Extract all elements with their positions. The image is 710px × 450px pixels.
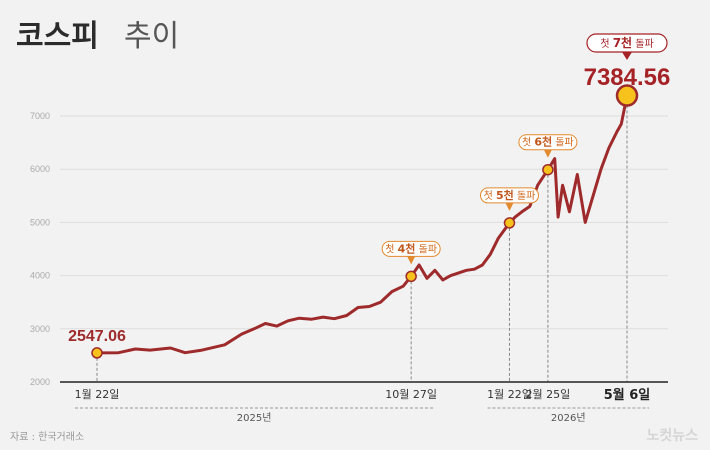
annotation-label: 첫 6천 돌파 [522, 135, 574, 149]
annotation-num: 4천 [398, 241, 416, 255]
annotation-label: 첫 5천 돌파 [484, 188, 536, 202]
annotation-label: 첫 4천 돌파 [385, 241, 437, 255]
final-annotation-pointer [622, 52, 632, 60]
start-marker [91, 347, 103, 359]
annotation-num: 5천 [496, 188, 514, 202]
final-annotation-pre: 첫 [600, 38, 612, 50]
annotation-post: 돌파 [415, 243, 437, 255]
y-tick-label: 6000 [30, 164, 50, 174]
final-annotation-post: 돌파 [632, 38, 654, 50]
annotation-pre: 첫 [522, 137, 534, 149]
annotation-guide-lines [96, 95, 628, 382]
x-tick-label: 2월 25일 [526, 387, 571, 401]
chart-title: 코스피 추이 [16, 19, 179, 54]
series-line [95, 94, 629, 355]
final-annotation: 첫 7천 돌파 [586, 33, 668, 60]
annotation-pre: 첫 [385, 243, 397, 255]
x-tick-label: 1월 22일 [487, 387, 532, 401]
year-label: 2026년 [551, 412, 586, 424]
y-tick-label: 5000 [30, 217, 50, 227]
annotations: 첫 4천 돌파첫 5천 돌파첫 6천 돌파 [381, 134, 578, 265]
x-tick-label: 5월 6일 [604, 387, 651, 403]
y-tick-label: 2000 [30, 377, 50, 387]
source-text: 자료 : 한국거래소 [10, 431, 84, 443]
x-tick-label: 10월 27일 [385, 387, 437, 401]
milestone-marker [503, 217, 516, 229]
final-value-label: 7384.56 [584, 64, 671, 91]
brand-logo: 노컷뉴스 [646, 427, 698, 444]
y-tick-label: 7000 [30, 111, 50, 121]
y-axis-tick-labels: 2000 3000 4000 5000 6000 7000 [30, 111, 50, 387]
milestone-marker [405, 270, 417, 283]
final-marker [615, 84, 639, 107]
chart-title-main: 코스피 [16, 19, 99, 54]
final-annotation-num: 7천 [613, 35, 632, 50]
annotation-pointer [505, 202, 514, 211]
chart-title-sub: 추이 [124, 19, 179, 54]
final-annotation-label: 첫 7천 돌파 [600, 35, 653, 50]
x-tick-label: 1월 22일 [75, 387, 120, 401]
gridlines [60, 115, 668, 330]
milestone-marker [542, 163, 554, 176]
year-label: 2025년 [237, 412, 272, 424]
annotation-pre: 첫 [484, 190, 496, 202]
start-value-label: 2547.06 [68, 328, 126, 345]
y-tick-label: 4000 [30, 271, 50, 281]
annotation-post: 돌파 [552, 137, 574, 149]
annotation-pointer [543, 149, 552, 158]
annotation-num: 6천 [534, 135, 552, 149]
y-tick-label: 3000 [30, 324, 50, 334]
annotation-pointer [407, 256, 416, 265]
year-brackets: 2025년 2026년 [75, 407, 649, 424]
annotation-post: 돌파 [514, 190, 536, 202]
markers [91, 84, 639, 359]
